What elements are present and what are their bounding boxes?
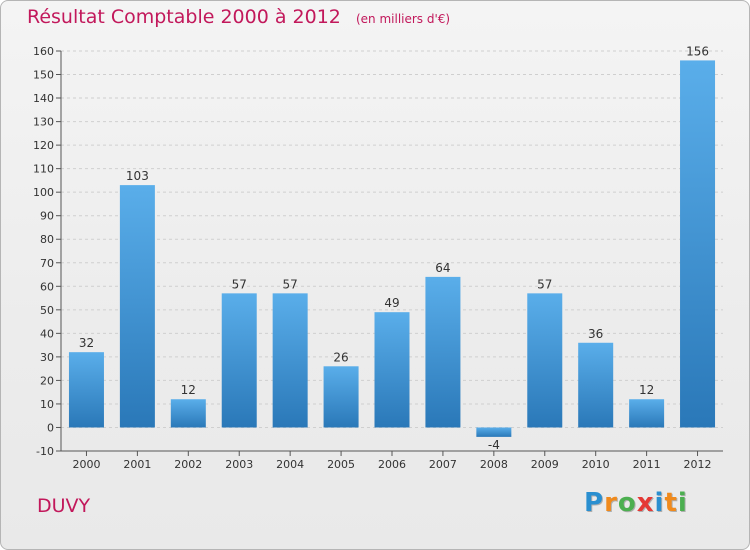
y-tick-label: 60 — [40, 280, 54, 293]
logo-letter: t — [664, 488, 678, 518]
unit-note: (en milliers d'€) — [355, 12, 451, 26]
data-label: 26 — [333, 350, 348, 364]
x-tick-label: 2000 — [72, 458, 100, 471]
bar — [374, 312, 410, 428]
data-label: 64 — [435, 261, 450, 275]
x-tick-label: 2009 — [531, 458, 559, 471]
proxiti-logo[interactable]: Proxiti — [584, 488, 688, 518]
x-tick-label: 2004 — [276, 458, 304, 471]
chart-title: Résultat Comptable 2000 à 2012 — [27, 6, 341, 28]
y-tick-label: 120 — [33, 139, 54, 152]
logo-letter: o — [617, 488, 637, 518]
x-tick-label: 2003 — [225, 458, 253, 471]
x-tick-label: 2011 — [633, 458, 661, 471]
data-label: 36 — [588, 327, 603, 341]
bar — [425, 276, 461, 428]
logo-letter: i — [677, 488, 688, 518]
data-label: 32 — [79, 336, 94, 350]
y-tick-label: 20 — [40, 374, 54, 387]
y-tick-label: 0 — [47, 421, 54, 434]
axes: -10 0 10 20 30 40 50 60 70 80 90 100 110 120 130 140 150… — [33, 45, 723, 471]
data-label: 57 — [232, 277, 247, 291]
y-tick-label: 50 — [40, 304, 54, 317]
bar — [527, 293, 563, 428]
bar — [272, 293, 308, 428]
data-label: 57 — [283, 277, 298, 291]
bar — [680, 60, 716, 428]
y-tick-label: 90 — [40, 210, 54, 223]
x-tick-label: 2007 — [429, 458, 457, 471]
bars — [68, 60, 716, 437]
data-label: 12 — [181, 383, 196, 397]
x-tick-label: 2008 — [480, 458, 508, 471]
bar — [170, 399, 206, 428]
data-label: 156 — [686, 44, 709, 58]
logo-letter: x — [636, 488, 655, 518]
x-tick-label: 2010 — [582, 458, 610, 471]
y-tick-label: 150 — [33, 69, 54, 82]
y-tick-label: 110 — [33, 163, 54, 176]
bar — [119, 185, 155, 428]
bar — [476, 427, 512, 437]
y-tick-label: 130 — [33, 116, 54, 129]
logo-letter: P — [584, 488, 605, 518]
x-tick-label: 2002 — [174, 458, 202, 471]
data-label: 103 — [126, 169, 149, 183]
x-tick-label: 2005 — [327, 458, 355, 471]
bar — [323, 366, 359, 428]
bar — [221, 293, 257, 428]
y-tick-label: 30 — [40, 351, 54, 364]
x-tick-label: 2006 — [378, 458, 406, 471]
y-tick-label: 10 — [40, 398, 54, 411]
y-tick-label: 40 — [40, 327, 54, 340]
commune-name: DUVY — [37, 495, 91, 517]
bar — [629, 399, 665, 428]
y-tick-label: 80 — [40, 233, 54, 246]
x-tick-label: 2001 — [123, 458, 151, 471]
y-tick-label: 140 — [33, 92, 54, 105]
x-tick-label: 2012 — [684, 458, 712, 471]
y-tick-label: 100 — [33, 186, 54, 199]
y-tick-label: -10 — [36, 445, 54, 458]
logo-letter: i — [654, 488, 665, 518]
data-label: 49 — [384, 296, 399, 310]
y-tick-label: 160 — [33, 45, 54, 58]
labels: 32 103 12 57 57 26 49 64 -4 57 36 12 156 — [79, 44, 709, 451]
data-label: 57 — [537, 277, 552, 291]
data-label: -4 — [488, 438, 500, 452]
bar — [68, 352, 104, 428]
data-label: 12 — [639, 383, 654, 397]
bar — [578, 342, 614, 428]
chart-title-block: Résultat Comptable 2000 à 2012 (en milli… — [27, 6, 450, 28]
y-tick-label: 70 — [40, 257, 54, 270]
logo-letter: r — [604, 488, 618, 518]
